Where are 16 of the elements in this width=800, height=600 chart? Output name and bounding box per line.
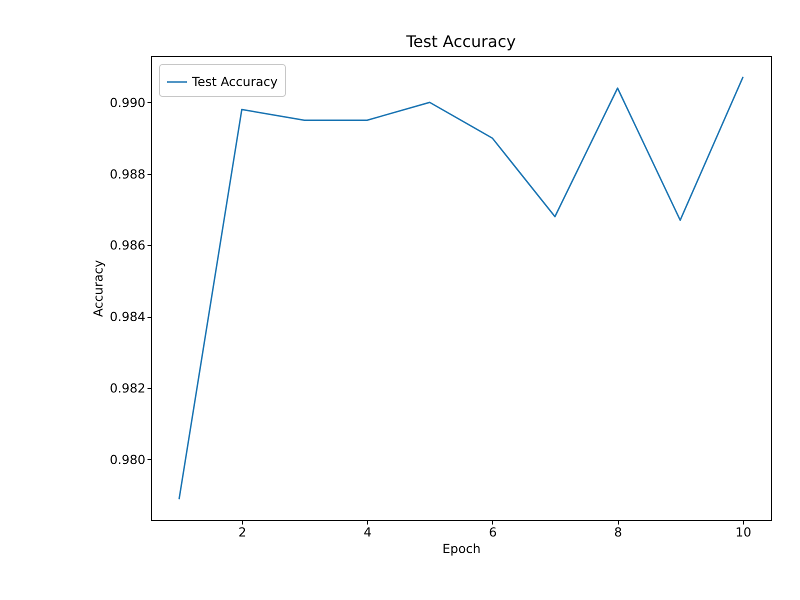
chart-title: Test Accuracy <box>405 32 516 51</box>
y-tick-label: 0.986 <box>110 238 146 253</box>
x-axis-title: Epoch <box>442 541 481 556</box>
legend-label: Test Accuracy <box>191 74 278 89</box>
x-tick-label: 4 <box>364 524 372 540</box>
y-tick-label: 0.982 <box>110 380 146 396</box>
x-tick-label: 6 <box>488 524 497 540</box>
x-tick-label: 8 <box>614 524 622 540</box>
x-tick-label: 10 <box>735 524 752 540</box>
y-axis-title: Accuracy <box>90 259 106 318</box>
y-tick-label: 0.984 <box>110 309 146 324</box>
y-tick-label: 0.990 <box>110 94 146 110</box>
x-tick-label: 2 <box>238 524 246 540</box>
line-series <box>178 76 744 500</box>
y-tick-label: 0.988 <box>110 166 146 182</box>
y-tick-label: 0.980 <box>110 452 146 467</box>
